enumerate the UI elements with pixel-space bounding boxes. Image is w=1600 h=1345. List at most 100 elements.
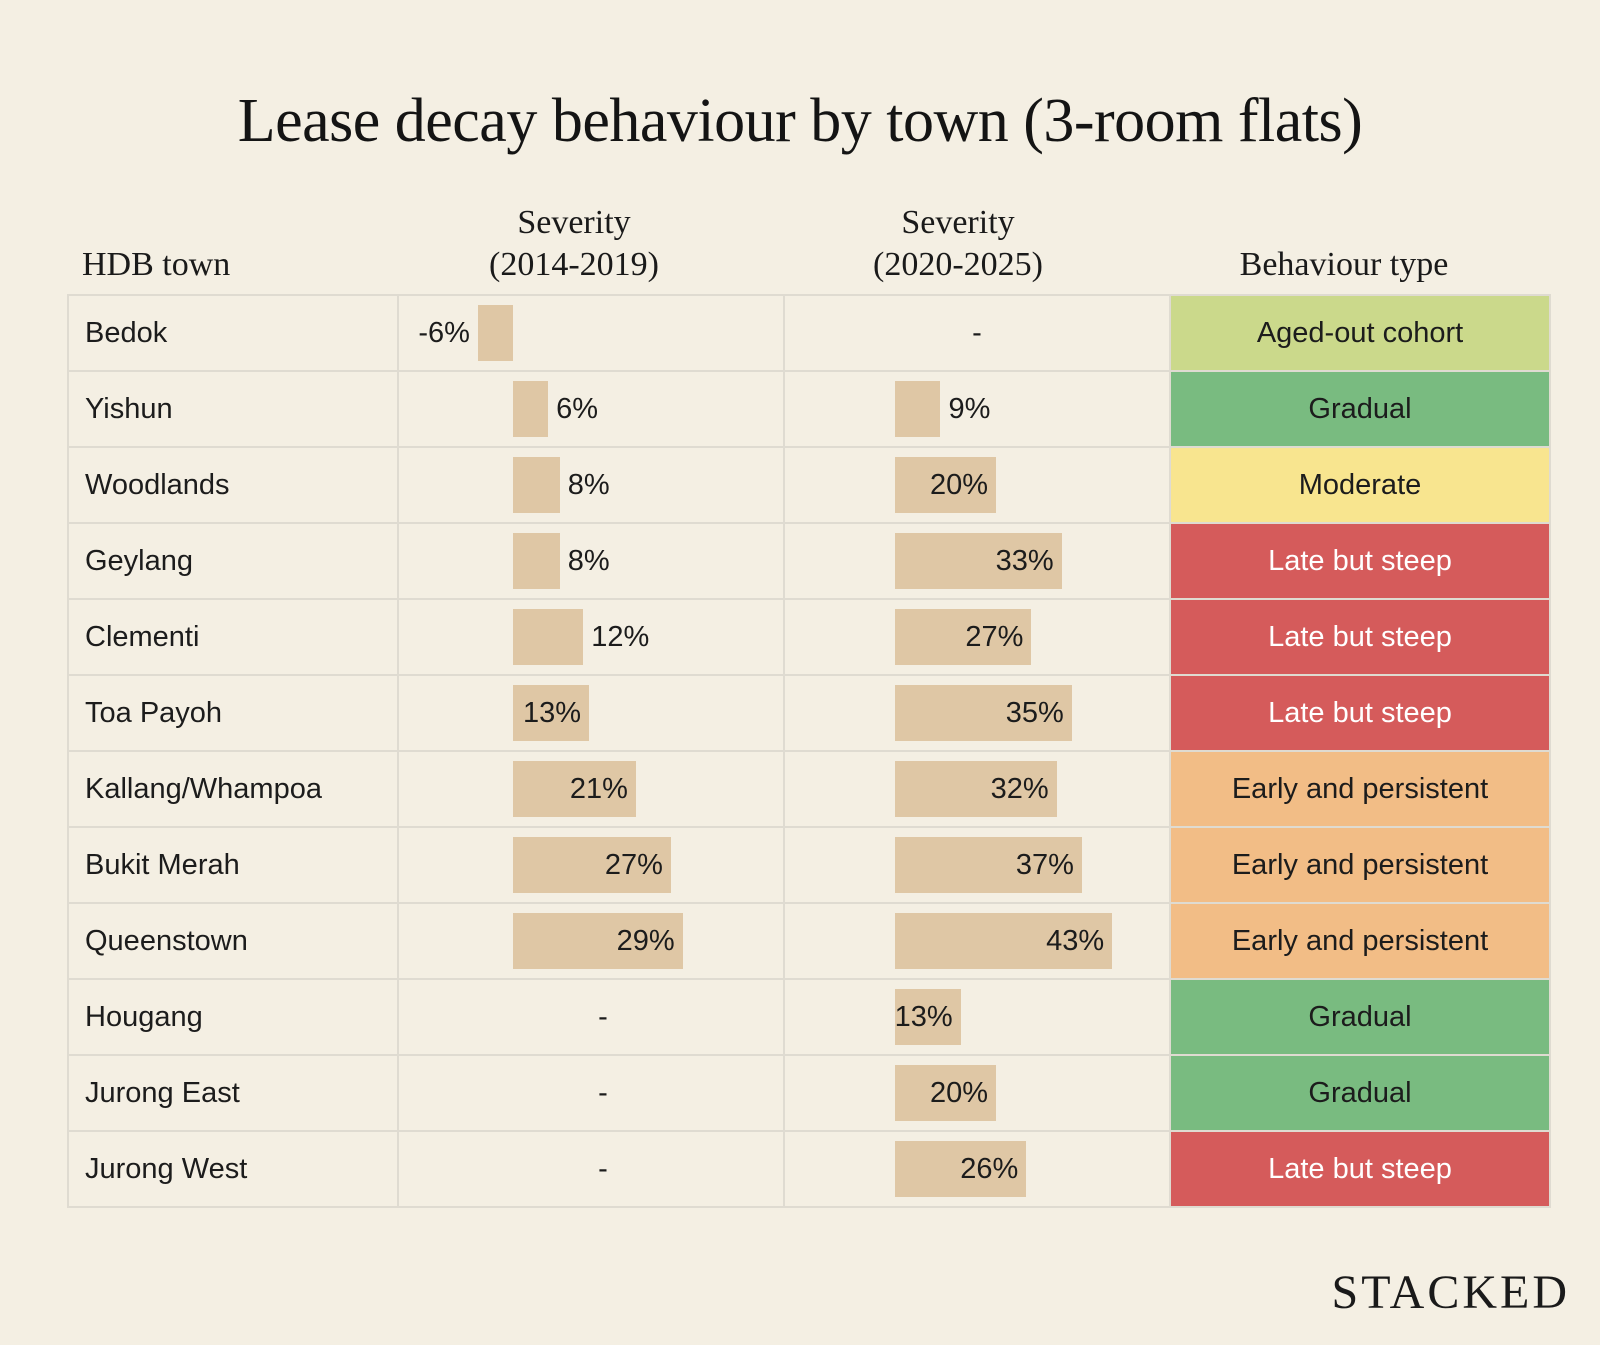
sev2-cell: 13% xyxy=(783,978,1171,1056)
sev2-value-label: 35% xyxy=(1005,697,1064,729)
sev1-cell: - xyxy=(397,1054,785,1132)
sev2-value-label: 20% xyxy=(929,469,988,501)
sev2-bar xyxy=(895,837,1082,893)
sev2-bar xyxy=(895,761,1057,817)
behaviour-type-badge: Early and persistent xyxy=(1169,750,1551,828)
sev2-cell: 32% xyxy=(783,750,1171,828)
sev1-cell: 8% xyxy=(397,446,785,524)
behaviour-type-badge: Late but steep xyxy=(1169,1130,1551,1208)
behaviour-type-badge: Late but steep xyxy=(1169,522,1551,600)
sev1-cell: -6% xyxy=(397,294,785,372)
town-name: Bukit Merah xyxy=(67,826,399,904)
behaviour-type-badge: Late but steep xyxy=(1169,598,1551,676)
sev2-bar xyxy=(895,685,1072,741)
sev1-value-label: 6% xyxy=(556,393,599,425)
sev1-cell: 8% xyxy=(397,522,785,600)
chart-title: Lease decay behaviour by town (3-room fl… xyxy=(237,87,1363,155)
town-name: Bedok xyxy=(67,294,399,372)
sev1-bar xyxy=(477,305,513,361)
header-severity-2020-2025-line1: Severity xyxy=(901,204,1015,241)
sev1-cell: 6% xyxy=(397,370,785,448)
sev2-value-label: 20% xyxy=(929,1077,988,1109)
sev2-value-label: 37% xyxy=(1015,849,1074,881)
table-row: Jurong East - 20% Gradual xyxy=(67,1054,1551,1132)
sev2-value-label: 26% xyxy=(960,1153,1019,1185)
sev1-bar xyxy=(513,913,683,969)
sev2-cell: 26% xyxy=(783,1130,1171,1208)
sev1-cell: 12% xyxy=(397,598,785,676)
sev2-cell: 37% xyxy=(783,826,1171,904)
sev2-cell: 9% xyxy=(783,370,1171,448)
sev1-no-data: - xyxy=(598,1153,608,1185)
town-name: Geylang xyxy=(67,522,399,600)
header-behaviour-type: Behaviour type xyxy=(1239,246,1449,283)
town-name: Hougang xyxy=(67,978,399,1056)
town-name: Clementi xyxy=(67,598,399,676)
sev2-cell: - xyxy=(783,294,1171,372)
sev1-value-label: 13% xyxy=(523,697,582,729)
sev2-bar xyxy=(895,1141,1027,1197)
sev1-cell: 21% xyxy=(397,750,785,828)
table-body: Bedok -6% - Aged-out cohort Yishun 6% 9% Gradua… xyxy=(67,294,1551,1208)
header-severity-2014-2019-line1: Severity xyxy=(517,204,631,241)
header-severity-2014-2019-line2: (2014-2019) xyxy=(489,246,659,283)
sev1-bar xyxy=(513,685,590,741)
town-name: Yishun xyxy=(67,370,399,448)
sev1-cell: 27% xyxy=(397,826,785,904)
sev2-value-label: 13% xyxy=(894,1001,953,1033)
sev2-value-label: 33% xyxy=(995,545,1054,577)
sev2-cell: 27% xyxy=(783,598,1171,676)
table-row: Bedok -6% - Aged-out cohort xyxy=(67,294,1551,372)
table-row: Queenstown 29% 43% Early and persistent xyxy=(67,902,1551,980)
sev2-cell: 20% xyxy=(783,1054,1171,1132)
town-name: Kallang/Whampoa xyxy=(67,750,399,828)
sev1-value-label: 8% xyxy=(567,469,610,501)
table-row: Woodlands 8% 20% Moderate xyxy=(67,446,1551,524)
town-name: Woodlands xyxy=(67,446,399,524)
sev1-cell: 29% xyxy=(397,902,785,980)
sev1-value-label: 21% xyxy=(569,773,628,805)
sev2-bar xyxy=(895,457,996,513)
town-name: Queenstown xyxy=(67,902,399,980)
sev2-cell: 33% xyxy=(783,522,1171,600)
behaviour-type-badge: Moderate xyxy=(1169,446,1551,524)
behaviour-type-badge: Late but steep xyxy=(1169,674,1551,752)
behaviour-type-badge: Gradual xyxy=(1169,978,1551,1056)
sev1-no-data: - xyxy=(598,1001,608,1033)
lease-decay-table: Bedok -6% - Aged-out cohort Yishun 6% 9% Gradua… xyxy=(67,294,1551,1208)
sev1-value-label: 29% xyxy=(616,925,675,957)
behaviour-type-badge: Aged-out cohort xyxy=(1169,294,1551,372)
town-name: Jurong East xyxy=(67,1054,399,1132)
sev1-value-label: -6% xyxy=(418,317,470,349)
sev2-bar xyxy=(895,533,1062,589)
behaviour-type-badge: Gradual xyxy=(1169,370,1551,448)
sev2-bar xyxy=(895,381,941,437)
town-name: Jurong West xyxy=(67,1130,399,1208)
sev1-bar xyxy=(513,761,636,817)
sev2-cell: 20% xyxy=(783,446,1171,524)
sev1-value-label: 8% xyxy=(567,545,610,577)
sev2-value-label: 32% xyxy=(990,773,1049,805)
sev2-bar xyxy=(895,609,1032,665)
sev1-cell: - xyxy=(397,978,785,1056)
sev2-value-label: 27% xyxy=(965,621,1024,653)
sev2-bar xyxy=(895,1065,996,1121)
behaviour-type-badge: Early and persistent xyxy=(1169,902,1551,980)
behaviour-type-badge: Early and persistent xyxy=(1169,826,1551,904)
sev1-bar xyxy=(513,457,560,513)
sev2-cell: 35% xyxy=(783,674,1171,752)
table-row: Jurong West - 26% Late but steep xyxy=(67,1130,1551,1208)
table-row: Yishun 6% 9% Gradual xyxy=(67,370,1551,448)
sev1-bar xyxy=(513,609,584,665)
sev2-bar xyxy=(895,913,1113,969)
sev1-value-label: 12% xyxy=(591,621,650,653)
table-row: Kallang/Whampoa 21% 32% Early and persisten… xyxy=(67,750,1551,828)
sev2-bar xyxy=(895,989,961,1045)
sev2-value-label: 43% xyxy=(1046,925,1105,957)
table-row: Clementi 12% 27% Late but steep xyxy=(67,598,1551,676)
sev1-bar xyxy=(513,381,549,437)
sev1-cell: 13% xyxy=(397,674,785,752)
table-row: Toa Payoh 13% 35% Late but steep xyxy=(67,674,1551,752)
town-name: Toa Payoh xyxy=(67,674,399,752)
sev1-bar xyxy=(513,533,560,589)
